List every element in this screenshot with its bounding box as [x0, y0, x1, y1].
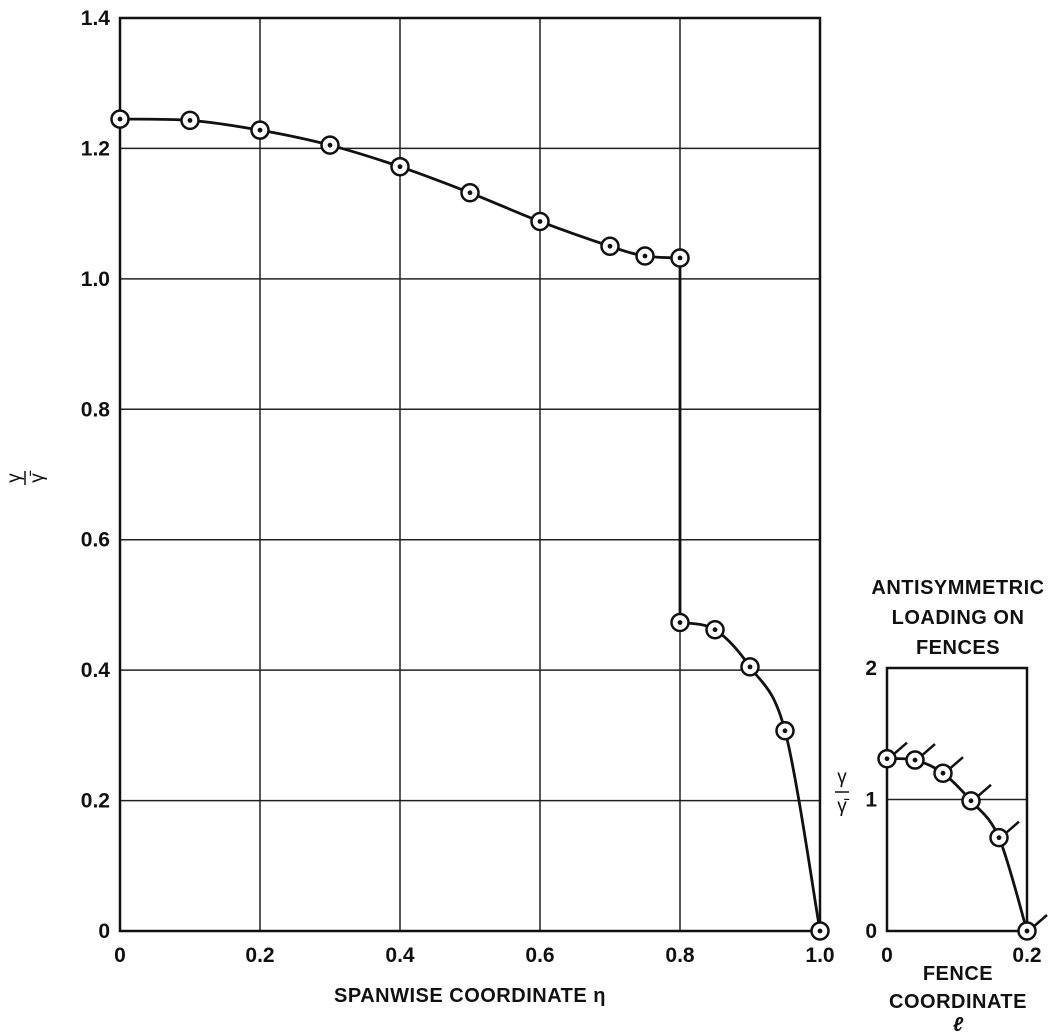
y-tick-label: 0.6	[81, 529, 110, 552]
x-tick-label: 0	[114, 944, 126, 967]
inset-series-markers	[877, 741, 1048, 941]
inset-x-tick-labels: 0 0.2	[881, 944, 1041, 967]
data-point	[1017, 914, 1048, 941]
data-point	[961, 783, 992, 811]
inset-plot-frame	[885, 666, 1029, 933]
main-series-markers	[110, 109, 830, 941]
inset-x-axis-label-line-1: FENCE	[923, 963, 993, 985]
main-grid	[119, 17, 821, 932]
y-tick-label: 0	[98, 920, 110, 943]
x-tick-label: 0.4	[385, 944, 415, 967]
y-tick-label: 1.0	[81, 268, 110, 291]
data-point	[705, 619, 725, 640]
data-point	[110, 109, 130, 129]
data-point	[933, 756, 964, 783]
main-plot: 00.20.40.60.81.01.21.4 0 0.2 0.4 0.6 0.8 1.0 …	[4, 7, 835, 1007]
y-tick-label: 1.4	[81, 7, 111, 30]
inset-plot: ANTISYMMETRIC LOADING ON FENCES 012 0 0.2…	[835, 577, 1048, 1035]
x-tick-label: 0.8	[665, 944, 695, 967]
data-point	[989, 820, 1020, 848]
inset-title-line-2: LOADING ON	[892, 607, 1025, 629]
data-point	[250, 120, 270, 140]
main-plot-frame	[118, 16, 822, 933]
data-point	[600, 236, 620, 256]
inset-title-line-1: ANTISYMMETRIC	[871, 577, 1044, 599]
data-point	[460, 183, 480, 203]
main-y-label-denominator: γ̄	[27, 470, 48, 483]
y-tick-label: 0.2	[81, 790, 110, 813]
inset-y-label-denominator: γ̄	[837, 796, 850, 817]
data-point	[390, 156, 410, 177]
inset-title-line-3: FENCES	[916, 637, 1000, 659]
y-tick-label: 1	[865, 789, 877, 812]
data-point	[180, 110, 200, 131]
data-point	[635, 246, 655, 266]
y-tick-label: 0.4	[81, 659, 111, 682]
data-point	[670, 248, 690, 268]
y-tick-label: 0.8	[81, 398, 111, 421]
x-tick-label: 0.2	[1012, 944, 1041, 967]
y-tick-label: 0	[865, 920, 877, 943]
data-point	[810, 921, 830, 941]
data-point	[670, 612, 690, 633]
inset-y-label-numerator: γ	[837, 767, 847, 788]
data-point	[877, 741, 908, 769]
inset-x-axis-symbol: ℓ	[953, 1014, 964, 1035]
data-point	[320, 135, 340, 155]
x-tick-label: 0.2	[245, 944, 274, 967]
x-tick-label: 1.0	[805, 944, 834, 967]
y-tick-label: 2	[865, 657, 877, 680]
main-series-line	[119, 117, 822, 932]
main-y-label-numerator: γ	[4, 473, 25, 483]
data-point	[530, 211, 550, 232]
main-x-tick-labels: 0 0.2 0.4 0.6 0.8 1.0	[114, 944, 834, 967]
inset-x-axis-label-line-2: COORDINATE	[889, 991, 1027, 1013]
x-tick-label: 0	[881, 944, 893, 967]
data-point	[775, 721, 795, 741]
main-y-axis-label: γ γ̄	[4, 470, 48, 485]
data-point	[740, 657, 760, 677]
inset-y-axis-label: γ γ̄	[835, 767, 850, 817]
inset-grid	[887, 667, 1027, 932]
data-point	[905, 743, 936, 770]
x-tick-label: 0.6	[525, 944, 554, 967]
inset-series-line	[886, 757, 1029, 932]
main-x-axis-label: SPANWISE COORDINATE η	[334, 985, 606, 1007]
inset-y-tick-labels: 0 1 2	[865, 657, 877, 943]
y-tick-label: 1.2	[81, 137, 110, 160]
main-y-tick-labels: 0 0.2 0.4 0.6 0.8 1.0 1.2 1.4	[81, 7, 111, 943]
